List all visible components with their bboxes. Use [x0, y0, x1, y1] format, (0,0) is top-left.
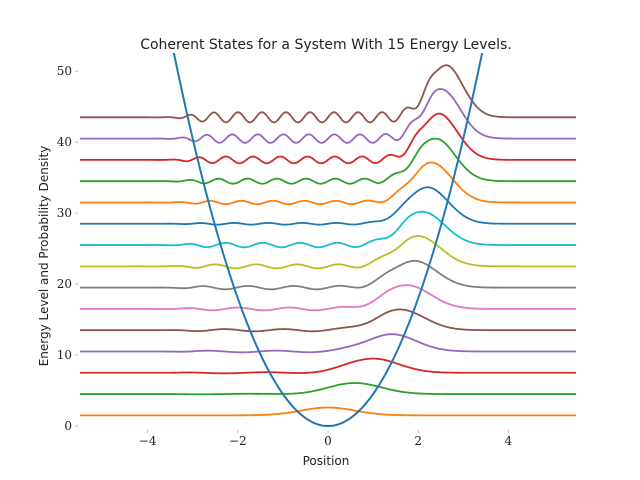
x-tick-label: 0	[324, 434, 332, 448]
series-line-13	[80, 88, 576, 144]
series-line-7	[80, 235, 576, 270]
series-line-3	[80, 333, 576, 354]
x-axis-ticks: −4 −2 0 2 4	[139, 430, 513, 448]
y-tick-label: 40	[57, 135, 72, 149]
series-line-9	[80, 186, 576, 226]
potential-layer	[172, 53, 484, 428]
series-line-4	[80, 308, 576, 333]
y-tick-label: 0	[64, 419, 72, 433]
series-line-14	[80, 64, 576, 124]
series-layer	[80, 64, 576, 417]
x-tick-label: −4	[139, 434, 157, 448]
y-axis-label: Energy Level and Probability Density	[37, 146, 51, 367]
series-line-5	[80, 284, 576, 312]
potential-curve	[172, 53, 484, 428]
y-tick-label: 20	[57, 277, 72, 291]
series-line-10	[80, 161, 576, 206]
y-axis-ticks: 0 10 20 30 40 50	[57, 64, 78, 433]
y-tick-label: 30	[57, 206, 72, 220]
x-tick-label: −2	[229, 434, 247, 448]
x-axis-label: Position	[303, 454, 350, 468]
series-line-12	[80, 112, 576, 165]
x-tick-label: 2	[414, 434, 422, 448]
series-line-11	[80, 137, 576, 185]
y-tick-label: 50	[57, 64, 72, 78]
series-line-0	[80, 406, 576, 417]
chart-title: Coherent States for a System With 15 Ene…	[140, 37, 512, 53]
series-line-8	[80, 210, 576, 249]
series-line-6	[80, 259, 576, 291]
series-line-2	[80, 357, 576, 375]
x-tick-label: 4	[505, 434, 513, 448]
y-tick-label: 10	[57, 348, 72, 362]
series-line-1	[80, 382, 576, 396]
